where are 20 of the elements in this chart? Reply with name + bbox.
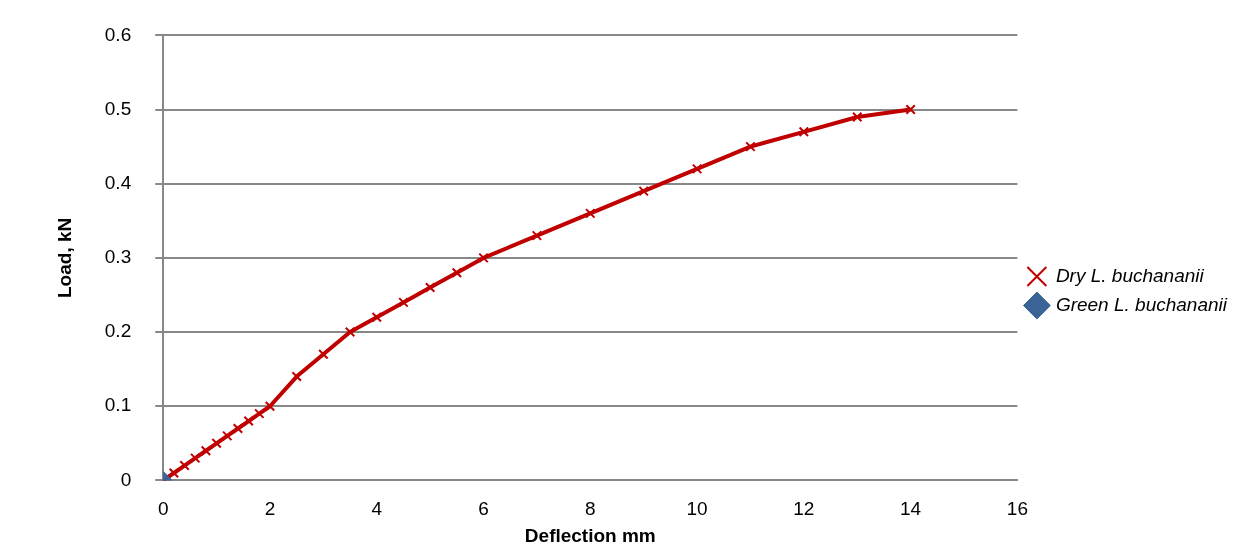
x-tick-label: 0 bbox=[157, 498, 169, 520]
x-tick-label: 16 bbox=[1006, 498, 1028, 520]
x-tick-label: 10 bbox=[686, 498, 708, 520]
y-tick-label: 0.6 bbox=[104, 23, 132, 45]
y-tick-label: 0.4 bbox=[104, 171, 132, 193]
y-tick-label: 0.1 bbox=[104, 394, 132, 416]
y-tick-label: 0 bbox=[120, 468, 132, 490]
x-axis-title: Deflection mm bbox=[524, 524, 656, 546]
y-tick-label: 0.3 bbox=[104, 246, 132, 268]
y-tick-label: 0.2 bbox=[104, 320, 132, 342]
legend-label: Green L. buchananii bbox=[1055, 293, 1228, 315]
x-tick-label: 6 bbox=[478, 498, 489, 520]
legend-label: Dry L. buchananii bbox=[1055, 264, 1205, 286]
x-tick-label: 8 bbox=[585, 498, 596, 520]
x-tick-label: 12 bbox=[793, 498, 815, 520]
y-axis-title: Load, kN bbox=[53, 217, 75, 299]
y-tick-label: 0.5 bbox=[104, 97, 132, 119]
x-tick-label: 14 bbox=[900, 498, 922, 520]
x-tick-label: 4 bbox=[371, 498, 383, 520]
x-tick-label: 2 bbox=[264, 498, 276, 520]
